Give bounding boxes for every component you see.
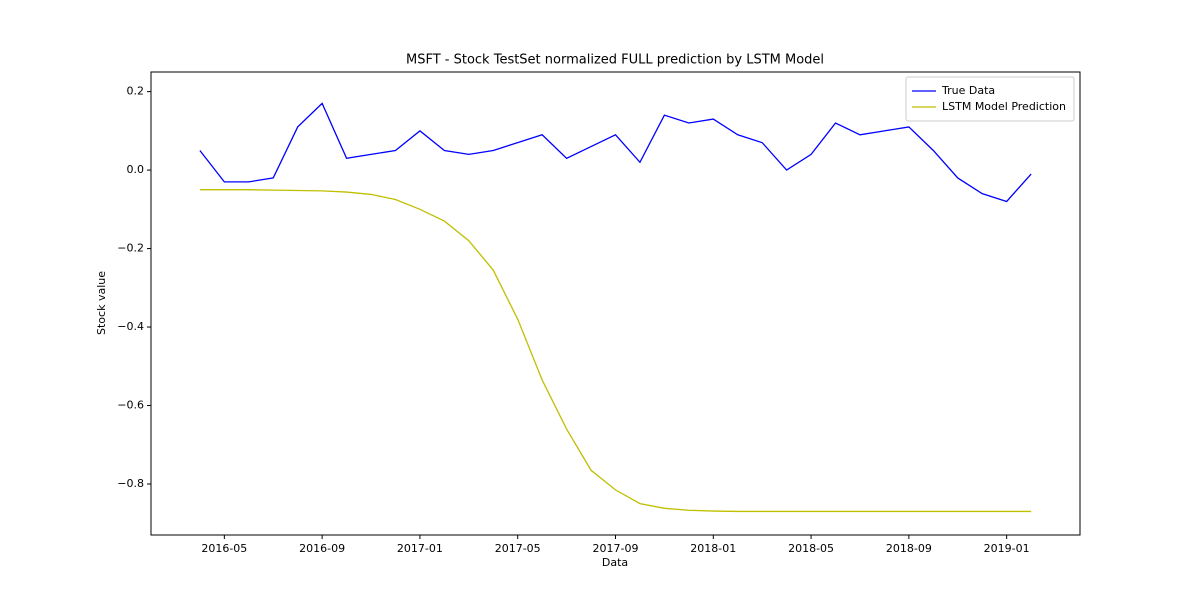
chart-title: MSFT - Stock TestSet normalized FULL pre… — [406, 53, 824, 68]
y-tick-label: −0.6 — [117, 399, 144, 412]
x-tick-label: 2018-01 — [690, 542, 736, 555]
x-axis-label: Data — [602, 556, 628, 569]
series-line — [199, 189, 1032, 513]
legend-label: LSTM Model Prediction — [942, 100, 1066, 113]
y-tick-label: −0.4 — [117, 320, 144, 333]
legend-label: True Data — [941, 84, 995, 97]
x-tick-label: 2018-09 — [886, 542, 932, 555]
y-tick-label: 0.2 — [127, 85, 145, 98]
x-tick-label: 2016-05 — [201, 542, 247, 555]
x-tick-label: 2017-01 — [397, 542, 443, 555]
x-tick-label: 2018-05 — [788, 542, 834, 555]
x-tick-label: 2016-09 — [299, 542, 345, 555]
series-line — [199, 102, 1032, 203]
x-tick-label: 2017-09 — [593, 542, 639, 555]
legend-box — [905, 76, 1075, 122]
x-tick-label: 2019-01 — [984, 542, 1030, 555]
x-tick-label: 2017-05 — [495, 542, 541, 555]
y-tick-label: −0.2 — [117, 242, 144, 255]
y-axis-label: Stock value — [95, 271, 108, 335]
y-tick-label: −0.8 — [117, 477, 144, 490]
y-tick-label: 0.0 — [127, 163, 145, 176]
